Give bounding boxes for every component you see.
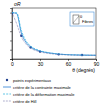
x-axis-title: θ (degrés)	[72, 67, 95, 73]
series-line	[12, 13, 96, 56]
fibre-line	[73, 16, 79, 23]
legend-symbol	[3, 87, 11, 88]
marks	[12, 12, 96, 56]
legend: points expérimentaux critère de la contra…	[3, 78, 75, 104]
x-tick-label: 30	[38, 61, 44, 67]
inset-label: Fibres	[82, 19, 93, 24]
x-tick: 90	[94, 59, 100, 67]
specimen	[73, 15, 79, 24]
legend-item: points expérimentaux	[6, 78, 51, 83]
y-tick-mark	[10, 13, 12, 14]
x-tick-label: 60	[66, 61, 72, 67]
series-line	[12, 13, 96, 56]
inset: θFibres	[70, 12, 94, 26]
y-tick	[10, 40, 12, 41]
x-axis: 0 30 60 90	[11, 59, 99, 67]
y-axis	[10, 9, 13, 60]
x-tick: 60	[66, 59, 72, 67]
legend-label: points expérimentaux	[13, 78, 51, 83]
x-tick: 0	[11, 59, 14, 67]
plot-frame	[12, 8, 96, 59]
y-tick-mark	[10, 31, 12, 32]
legend-symbol	[6, 79, 8, 81]
x-tick: 30	[38, 59, 44, 67]
y-tick	[10, 22, 12, 23]
legend-label: critère de la contrainte maximale	[13, 85, 72, 90]
y-axis-line	[10, 9, 13, 60]
x-tick-label: 90	[94, 61, 100, 67]
plot: 0 30 60 90 θFibres	[10, 8, 99, 67]
legend-symbol	[3, 101, 11, 102]
y-tick-mark	[10, 50, 12, 51]
series-line	[12, 13, 96, 56]
y-tick	[10, 50, 12, 51]
y-axis-title: σR	[14, 1, 21, 7]
y-tick	[10, 13, 12, 14]
legend-item: critère de la déformation maximale	[3, 92, 75, 97]
x-axis-line	[13, 60, 97, 62]
legend-symbol	[3, 94, 11, 95]
legend-label: critère de la déformation maximale	[13, 92, 75, 97]
inset-frame	[70, 12, 94, 26]
legend-label: critère de Hill	[13, 99, 36, 104]
y-tick-mark	[10, 40, 12, 41]
y-tick	[10, 59, 12, 60]
y-tick-mark	[10, 59, 12, 60]
x-tick-label: 0	[11, 61, 14, 67]
legend-item: critère de Hill	[3, 99, 36, 104]
y-tick	[10, 31, 12, 32]
chart: 0 30 60 90 θFibres θ (degrés) σR points expérim…	[0, 0, 100, 111]
y-tick-mark	[10, 22, 12, 23]
legend-item: critère de la contrainte maximale	[3, 85, 72, 90]
